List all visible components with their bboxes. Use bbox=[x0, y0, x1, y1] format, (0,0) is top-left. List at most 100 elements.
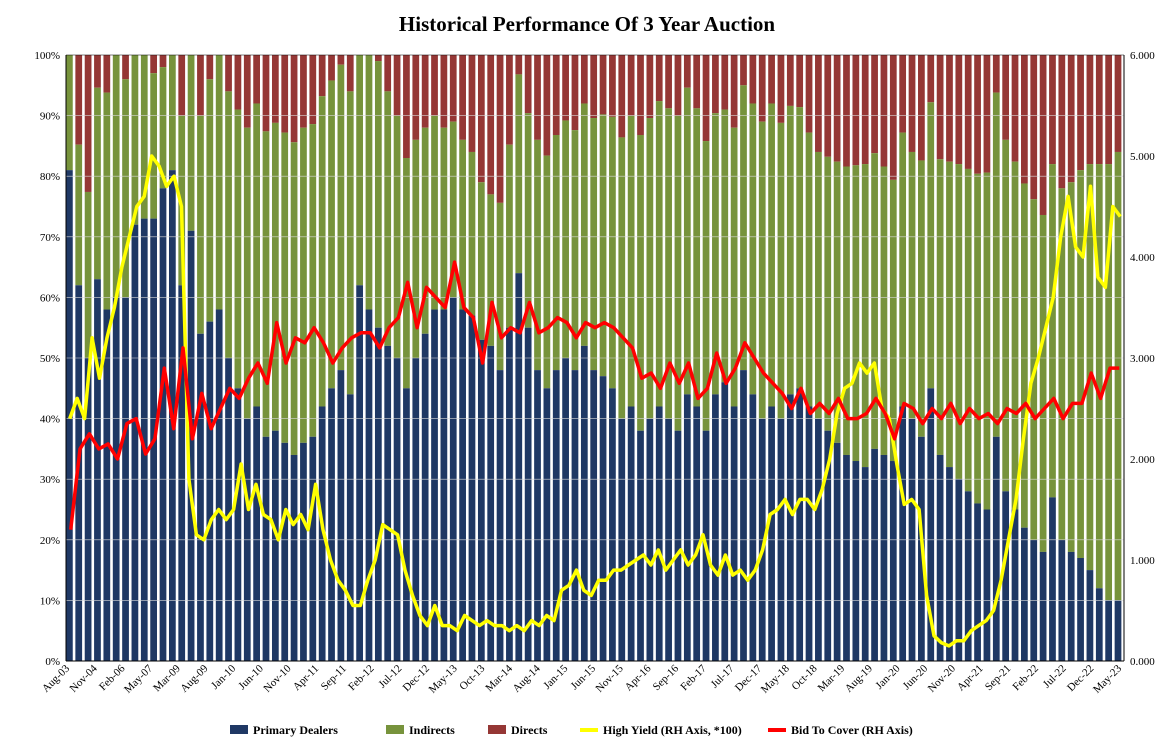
bar-indirects bbox=[674, 115, 682, 431]
bar-indirects bbox=[571, 130, 579, 371]
left-tick-label: 90% bbox=[40, 111, 60, 123]
bar-indirects bbox=[506, 144, 513, 328]
bar-indirects bbox=[730, 127, 738, 407]
bar-directs bbox=[674, 55, 682, 116]
x-tick-label: Aug-09 bbox=[178, 662, 211, 695]
bar-indirects bbox=[262, 131, 270, 437]
bar-primary-dealers bbox=[786, 394, 794, 661]
right-tick-label: 2.000 bbox=[1130, 454, 1155, 466]
bar-primary-dealers bbox=[562, 358, 569, 661]
bar-indirects bbox=[955, 164, 963, 480]
bar-primary-dealers bbox=[843, 454, 850, 661]
x-tick-label: Aug-14 bbox=[511, 662, 544, 695]
bar-primary-dealers bbox=[571, 370, 579, 661]
x-tick-label: Apr-21 bbox=[955, 663, 986, 694]
bar-directs bbox=[197, 55, 204, 116]
bar-directs bbox=[449, 55, 457, 122]
bar-directs bbox=[796, 55, 804, 108]
bar-indirects bbox=[655, 101, 663, 407]
bar-directs bbox=[637, 55, 644, 135]
legend-label: Bid To Cover (RH Axis) bbox=[791, 723, 913, 737]
bar-primary-dealers bbox=[1011, 509, 1019, 661]
bar-directs bbox=[918, 55, 925, 161]
bar-directs bbox=[740, 55, 747, 86]
bar-primary-dealers bbox=[506, 327, 513, 661]
bar-directs bbox=[1058, 55, 1066, 189]
bar-directs bbox=[496, 55, 504, 203]
left-tick-label: 40% bbox=[40, 414, 60, 426]
bar-primary-dealers bbox=[496, 370, 504, 661]
bar-indirects bbox=[84, 191, 92, 358]
bar-primary-dealers bbox=[889, 461, 897, 661]
bar-directs bbox=[702, 55, 710, 142]
bar-indirects bbox=[337, 64, 345, 371]
bar-directs bbox=[992, 55, 1000, 93]
bar-directs bbox=[1105, 55, 1113, 165]
bar-directs bbox=[384, 55, 392, 92]
bar-indirects bbox=[721, 109, 729, 383]
legend-swatch bbox=[386, 725, 404, 734]
bar-directs bbox=[946, 55, 953, 162]
bar-primary-dealers bbox=[599, 376, 607, 661]
bar-primary-dealers bbox=[440, 309, 448, 661]
bar-primary-dealers bbox=[206, 321, 214, 661]
bar-directs bbox=[1095, 55, 1103, 165]
bar-indirects bbox=[328, 80, 335, 389]
bar-indirects bbox=[234, 109, 242, 389]
bar-primary-dealers bbox=[609, 388, 616, 661]
bar-primary-dealers bbox=[1039, 551, 1047, 661]
bar-indirects bbox=[318, 96, 326, 407]
x-tick-label: Apr-16 bbox=[623, 662, 654, 693]
bar-primary-dealers bbox=[318, 406, 326, 661]
bar-indirects bbox=[159, 67, 167, 189]
bar-indirects bbox=[496, 202, 504, 371]
bar-indirects bbox=[468, 151, 476, 316]
bar-directs bbox=[234, 55, 242, 110]
bar-indirects bbox=[168, 55, 176, 171]
bar-directs bbox=[712, 55, 719, 114]
bar-indirects bbox=[646, 118, 654, 419]
bar-directs bbox=[1086, 55, 1094, 165]
bar-directs bbox=[524, 55, 532, 114]
x-tick-label: Nov-15 bbox=[594, 662, 627, 695]
bar-primary-dealers bbox=[833, 442, 841, 661]
bar-directs bbox=[75, 55, 83, 145]
bar-primary-dealers bbox=[271, 430, 279, 661]
bar-indirects bbox=[580, 103, 588, 346]
bar-primary-dealers bbox=[300, 442, 307, 661]
bar-directs bbox=[927, 55, 935, 103]
bar-directs bbox=[936, 55, 944, 160]
bar-primary-dealers bbox=[712, 394, 719, 661]
bar-primary-dealers bbox=[103, 309, 111, 661]
bar-directs bbox=[506, 55, 513, 145]
bar-directs bbox=[758, 55, 766, 122]
bar-directs bbox=[562, 55, 569, 121]
bar-indirects bbox=[712, 113, 719, 395]
bar-directs bbox=[1039, 55, 1047, 215]
bar-directs bbox=[861, 55, 869, 165]
bar-directs bbox=[618, 55, 626, 138]
legend: Primary Dealers Indirects Directs High Yiel… bbox=[230, 723, 913, 737]
bar-indirects bbox=[1039, 214, 1047, 552]
bar-directs bbox=[880, 55, 888, 167]
bar-primary-dealers bbox=[178, 285, 186, 661]
bar-directs bbox=[487, 55, 495, 195]
x-tick-label: Jan-10 bbox=[209, 662, 239, 692]
bar-indirects bbox=[1049, 164, 1056, 498]
bar-indirects bbox=[253, 103, 260, 407]
bar-indirects bbox=[449, 121, 457, 298]
x-tick-label: Jan-20 bbox=[873, 662, 903, 692]
bar-directs bbox=[159, 55, 167, 68]
bar-primary-dealers bbox=[955, 479, 963, 661]
bar-indirects bbox=[187, 55, 195, 231]
bar-directs bbox=[908, 55, 916, 152]
bar-directs bbox=[571, 55, 579, 131]
right-tick-label: 1.000 bbox=[1130, 555, 1155, 567]
x-tick-label: Sep-16 bbox=[651, 662, 682, 693]
left-tick-label: 50% bbox=[40, 353, 60, 365]
bar-indirects bbox=[796, 107, 804, 389]
bar-directs bbox=[1030, 55, 1038, 200]
bar-primary-dealers bbox=[468, 315, 476, 661]
legend-label: Directs bbox=[511, 723, 548, 737]
